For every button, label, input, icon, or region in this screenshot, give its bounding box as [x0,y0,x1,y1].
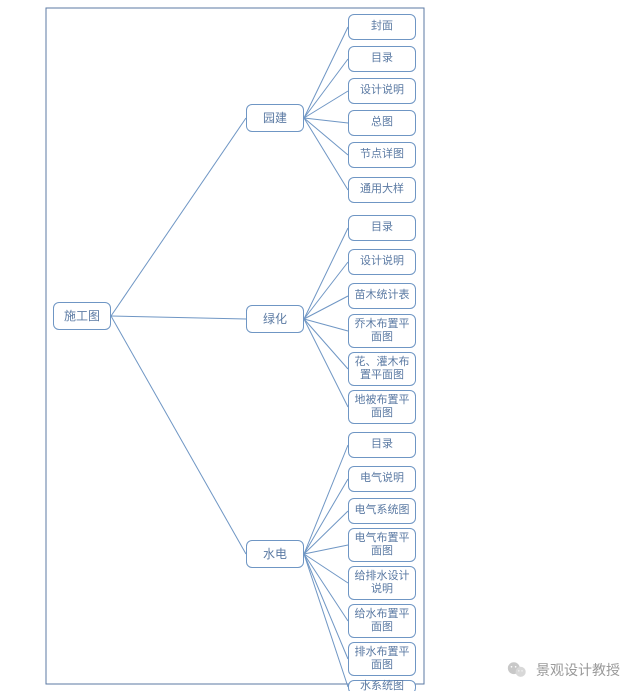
node-leaf: 排水布置平面图 [348,642,416,676]
node-leaf: 总图 [348,110,416,136]
node-leaf: 设计说明 [348,249,416,275]
node-leaf: 花、灌木布置平面图 [348,352,416,386]
node-leaf: 给排水设计说明 [348,566,416,600]
node-leaf: 苗木统计表 [348,283,416,309]
footer: 景观设计教授 [506,659,620,681]
node-leaf: 目录 [348,46,416,72]
node-leaf: 电气系统图 [348,498,416,524]
node-mid: 水电 [246,540,304,568]
edge-layer [0,0,640,691]
node-leaf: 水系统图 [348,680,416,691]
footer-label: 景观设计教授 [536,660,620,680]
node-leaf: 电气说明 [348,466,416,492]
node-leaf: 给水布置平面图 [348,604,416,638]
node-leaf: 乔木布置平面图 [348,314,416,348]
node-leaf: 设计说明 [348,78,416,104]
node-leaf: 目录 [348,215,416,241]
node-leaf: 封面 [348,14,416,40]
wechat-icon [506,659,528,681]
node-mid: 绿化 [246,305,304,333]
node-root: 施工图 [53,302,111,330]
node-leaf: 电气布置平面图 [348,528,416,562]
node-mid: 园建 [246,104,304,132]
node-leaf: 地被布置平面图 [348,390,416,424]
node-leaf: 节点详图 [348,142,416,168]
node-leaf: 目录 [348,432,416,458]
node-leaf: 通用大样 [348,177,416,203]
